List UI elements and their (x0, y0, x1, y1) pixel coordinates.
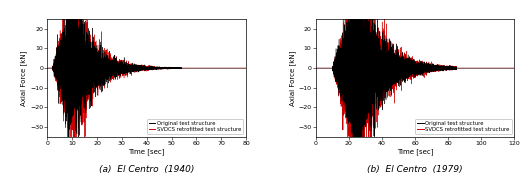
Text: (b)  El Centro  (1979): (b) El Centro (1979) (368, 165, 463, 174)
Y-axis label: Axial Force [kN]: Axial Force [kN] (289, 50, 296, 106)
X-axis label: Time [sec]: Time [sec] (129, 149, 165, 155)
Legend: Original test structure, SVDCS retrofitted test structure: Original test structure, SVDCS retrofitt… (147, 119, 244, 134)
Legend: Original test structure, SVDCS retrofitted test structure: Original test structure, SVDCS retrofitt… (415, 119, 512, 134)
Text: (a)  El Centro  (1940): (a) El Centro (1940) (99, 165, 194, 174)
X-axis label: Time [sec]: Time [sec] (397, 149, 433, 155)
Y-axis label: Axial Force [kN]: Axial Force [kN] (20, 50, 27, 106)
